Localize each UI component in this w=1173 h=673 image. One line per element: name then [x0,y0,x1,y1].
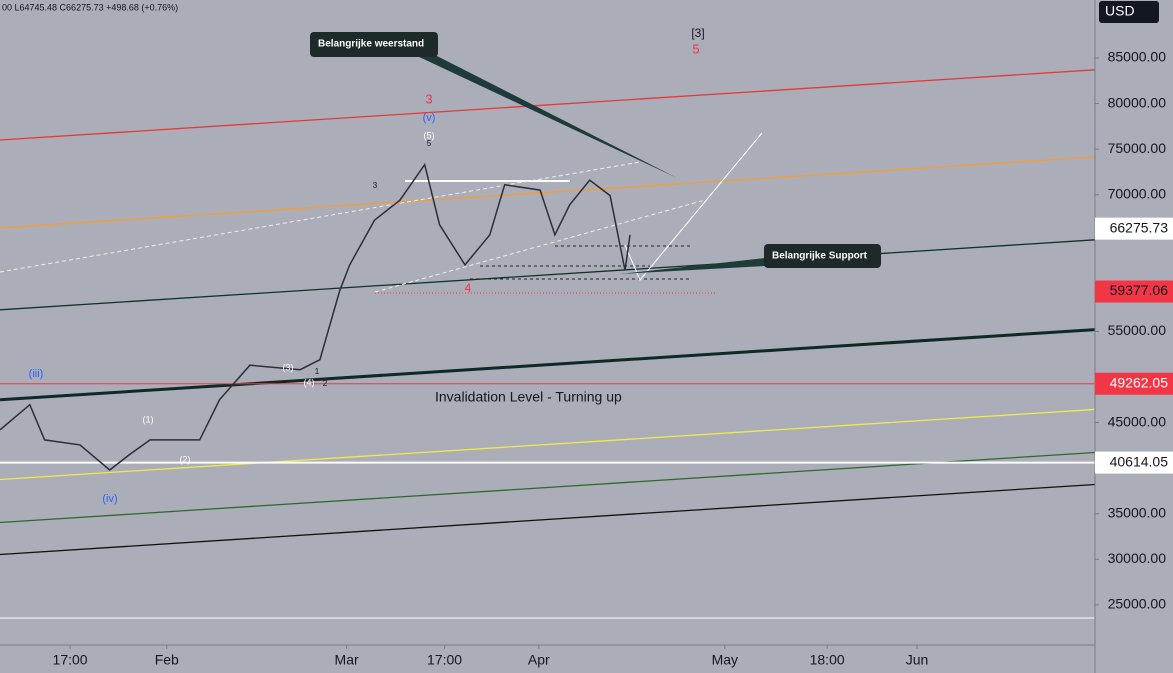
currency-box [1099,1,1159,23]
trendline [0,156,1096,229]
price-line [0,162,631,471]
wave-label: (iii) [29,368,44,380]
invalidation-text: Invalidation Level - Turning up [435,389,622,405]
trendline [0,451,1096,524]
wave-label: [3] [691,26,704,40]
y-tick-label: 35000.00 [1108,504,1167,520]
wave-label: (3) [283,362,294,372]
wave-label: 1 [315,367,320,376]
y-tick-label: 30000.00 [1108,550,1167,566]
wave-label: 3 [425,91,432,106]
channel-dashed [0,161,641,273]
trendline [0,239,1096,311]
callout-box [310,32,438,57]
price-label-box [1095,217,1173,240]
y-tick-label: 75000.00 [1108,140,1167,156]
wave-label: (4) [304,377,315,387]
trendlines [0,69,1096,556]
x-tick-label: 17:00 [53,652,88,668]
wave-label: 5 [427,139,432,148]
x-tick-label: Jun [906,652,929,668]
y-tick-label: 80000.00 [1108,94,1167,110]
wave-label: (iv) [102,493,117,505]
x-tick-label: 17:00 [427,652,462,668]
wave-label: (1) [143,414,154,424]
wave-label: (v) [423,112,436,124]
y-tick-label: 55000.00 [1108,322,1167,338]
price-label-box [1095,372,1173,395]
x-tick-label: May [712,652,738,668]
price-label-box [1095,451,1173,474]
callout-text: Belangrijke Support [772,251,868,262]
trendline [0,483,1096,556]
x-tick-label: Apr [528,652,550,668]
wave-label: (2) [180,454,191,464]
channel-dashed [374,199,706,293]
trendline [0,328,1096,402]
currency: USD [1105,3,1135,19]
wave-label: 5 [692,41,699,56]
ohlc-legend: 00 L64745.48 C66275.73 +498.68 (+0.76%) [2,2,178,12]
callout-pointer [620,258,765,274]
axis-labels: 25000.00 30000.00 35000.00 45000.00 55000.00… [53,49,1173,668]
callout-box [764,244,881,268]
projection [624,132,763,281]
wave-labels: [3]53(v)(5)534(iii)(iv)(1)(2)(3) 1(4) 2 [29,26,705,505]
x-tick-label: 18:00 [810,652,845,668]
y-tick-label: 25000.00 [1108,596,1167,612]
wave-label: 3 [373,181,378,190]
callout-text: Belangrijke weerstand [318,39,424,50]
price-label: 66275.73 [1110,219,1169,235]
wave-label: 4 [465,281,472,295]
y-tick-label: 70000.00 [1108,185,1167,201]
y-tick-label: 45000.00 [1108,413,1167,429]
price-label: 49262.05 [1110,374,1169,390]
callout-pointer [415,55,677,178]
y-tick-label: 85000.00 [1108,49,1167,65]
wave-label: (5) [424,130,435,140]
price-axis [1095,0,1173,673]
trendline [0,69,1096,141]
x-tick-label: Mar [335,652,359,668]
x-tick-label: Feb [155,652,179,668]
series [0,162,631,471]
price-label: 59377.06 [1110,282,1169,298]
wave-label: 2 [323,379,328,388]
trendline [0,408,1096,481]
price-label-box [1095,280,1173,303]
price-label: 40614.05 [1110,453,1169,469]
